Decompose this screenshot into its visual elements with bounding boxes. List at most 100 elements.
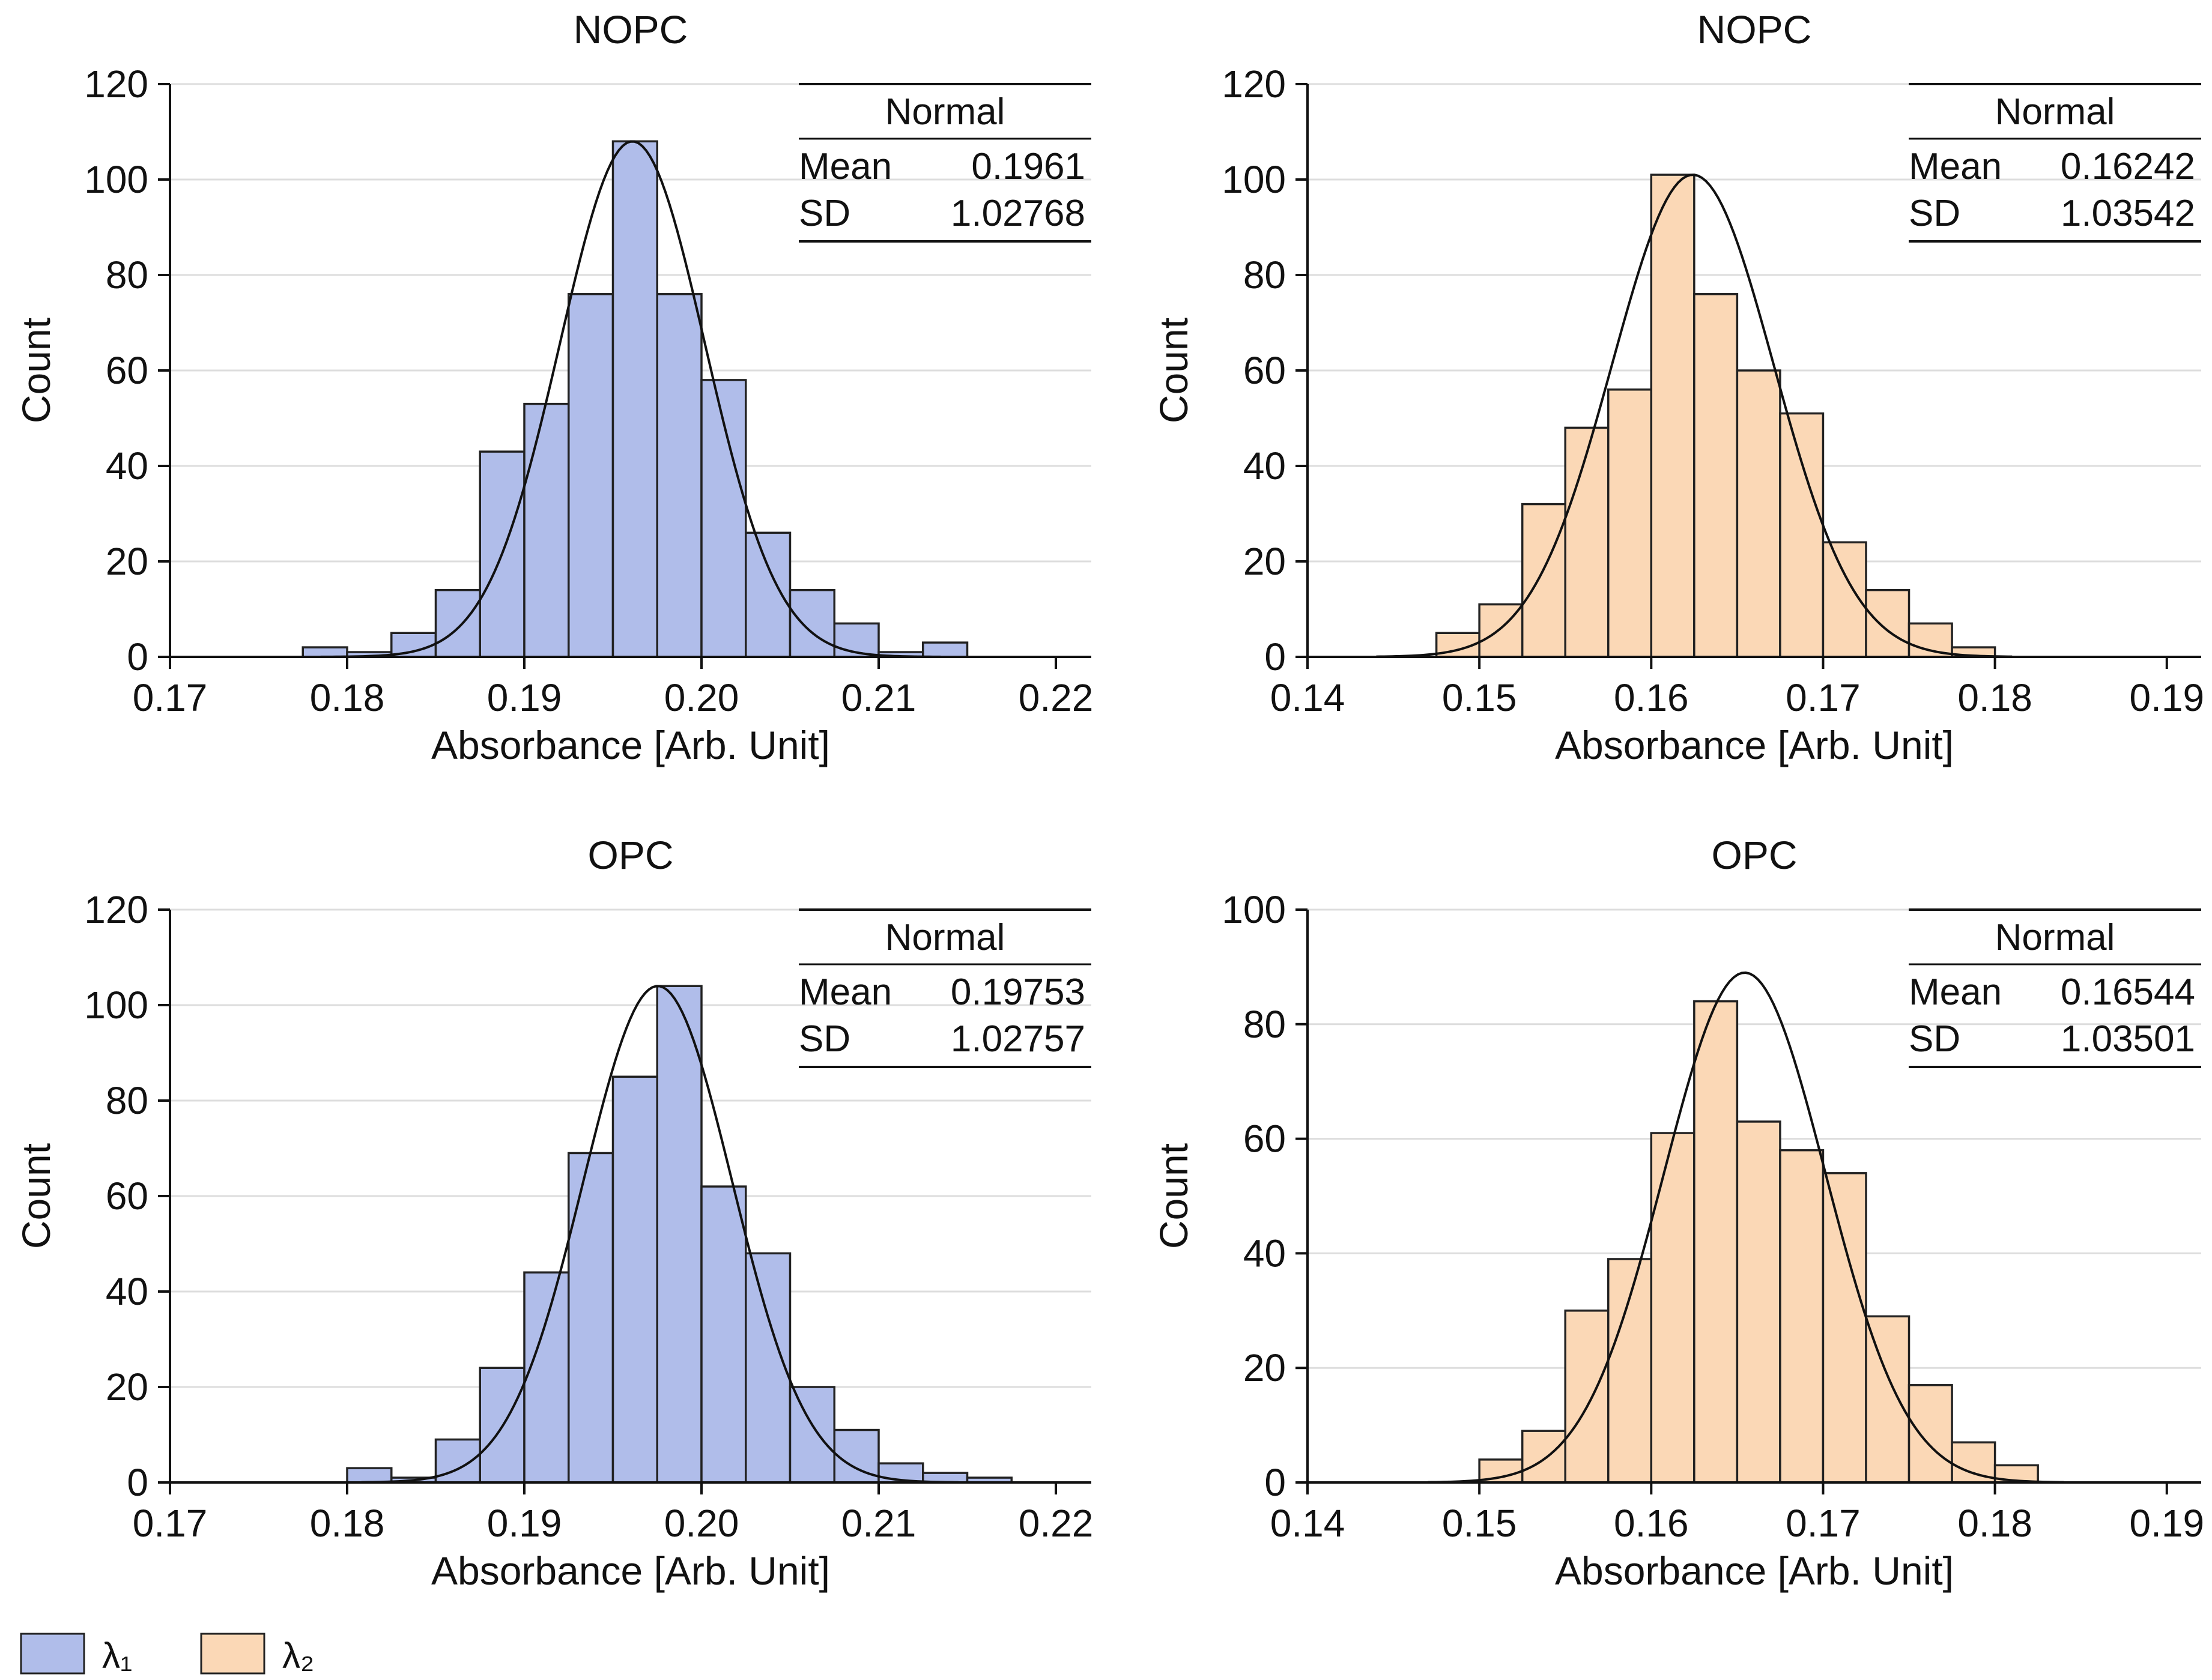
stats-table: Normal Mean 0.1961 SD 1.02768 — [799, 83, 1091, 243]
histogram-bar — [789, 588, 835, 658]
x-tick-label: 0.18 — [310, 1502, 385, 1545]
x-tick-label: 0.17 — [133, 676, 208, 719]
histogram-bar — [1736, 1120, 1781, 1484]
histogram-bar — [656, 985, 703, 1484]
y-tick-label: 40 — [1243, 1231, 1286, 1275]
x-tick-label: 0.21 — [841, 676, 917, 719]
y-tick-label: 20 — [106, 1365, 148, 1409]
x-tick-label: 0.19 — [2129, 676, 2204, 719]
y-tick-label: 60 — [106, 1174, 148, 1218]
stats-row-label: Mean — [1909, 971, 2002, 1013]
histogram-bar — [1607, 1258, 1653, 1484]
y-tick-label: 0 — [1264, 1461, 1286, 1504]
histogram-bar — [523, 1271, 570, 1484]
x-axis-title: Absorbance [Arb. Unit] — [431, 723, 830, 767]
histogram-bar — [656, 293, 703, 658]
y-tick-label: 100 — [84, 158, 148, 201]
histogram-panel-3: OPC 0 20 40 60 80 100 120 0.17 0.18 0.19 0.20 0.21 0.… — [14, 833, 1093, 1593]
x-tick-label: 0.16 — [1614, 1502, 1689, 1545]
histogram-bar — [523, 402, 570, 658]
stats-table: Normal Mean 0.16544 SD 1.03501 — [1909, 908, 2201, 1068]
histogram-bar — [1822, 1172, 1867, 1484]
x-tick-label: 0.15 — [1442, 676, 1517, 719]
histogram-bar — [1907, 1384, 1953, 1484]
stats-table-header: Normal — [885, 91, 1005, 133]
y-tick-label: 120 — [1222, 62, 1286, 106]
x-tick-label: 0.18 — [1957, 676, 2032, 719]
histogram-bar — [346, 1467, 393, 1484]
y-tick-label: 100 — [84, 984, 148, 1027]
x-tick-label: 0.16 — [1614, 676, 1689, 719]
y-tick-label: 100 — [1222, 888, 1286, 931]
histogram-panel-4: OPC 0 20 40 60 80 100 0.14 0.15 0.16 0.17 0.18 0.19 A… — [1151, 833, 2204, 1593]
y-tick-label: 120 — [84, 62, 148, 106]
y-tick-label: 100 — [1222, 158, 1286, 201]
legend-swatch-lambda1 — [20, 1633, 85, 1675]
histogram-bar — [1865, 588, 1911, 658]
stats-row-value: 0.19753 — [951, 971, 1085, 1013]
x-tick-label: 0.18 — [1957, 1502, 2032, 1545]
histogram-bar — [1779, 1149, 1825, 1484]
histogram-bar — [611, 140, 658, 658]
histogram-bar — [1564, 1310, 1610, 1484]
y-axis-title: Count — [14, 318, 58, 423]
histogram-bar — [1607, 388, 1653, 658]
y-axis-title: Count — [14, 1143, 58, 1249]
y-tick-label: 0 — [1264, 635, 1286, 678]
y-tick-label: 120 — [84, 888, 148, 931]
stats-table: Normal Mean 0.16242 SD 1.03542 — [1909, 83, 2201, 243]
histogram-bar — [700, 1185, 747, 1484]
x-axis-title: Absorbance [Arb. Unit] — [431, 1549, 830, 1593]
x-tick-label: 0.18 — [310, 676, 385, 719]
stats-row-label: SD — [799, 1018, 850, 1060]
histogram-bar — [611, 1075, 658, 1484]
stats-row-label: Mean — [1909, 146, 2002, 187]
stats-row-label: SD — [1909, 193, 1960, 234]
y-tick-label: 40 — [1243, 444, 1286, 488]
stats-row-label: SD — [799, 193, 850, 234]
histogram-bar — [745, 1252, 792, 1484]
x-tick-label: 0.14 — [1270, 676, 1345, 719]
x-tick-label: 0.22 — [1019, 1502, 1094, 1545]
stats-row-label: Mean — [799, 971, 892, 1013]
legend-label-lambda2: λ₂ — [282, 1636, 314, 1676]
x-tick-label: 0.20 — [664, 1502, 739, 1545]
x-tick-label: 0.15 — [1442, 1502, 1517, 1545]
x-tick-label: 0.14 — [1270, 1502, 1345, 1545]
x-tick-label: 0.21 — [841, 1502, 917, 1545]
histogram-bar — [1779, 412, 1825, 658]
stats-row-label: SD — [1909, 1018, 1960, 1060]
stats-table-header: Normal — [1995, 917, 2115, 958]
legend-label-lambda1: λ₁ — [102, 1636, 132, 1676]
stats-table-header: Normal — [1995, 91, 2115, 133]
histogram-bar — [1693, 1000, 1739, 1484]
histogram-bar — [789, 1386, 835, 1484]
stats-row-value: 0.16544 — [2061, 971, 2195, 1013]
stats-row-value: 1.02757 — [951, 1018, 1085, 1060]
y-tick-label: 0 — [127, 635, 148, 678]
legend: λ₁ λ₂ — [20, 1633, 314, 1676]
y-tick-label: 60 — [1243, 1117, 1286, 1161]
histogram-bar — [1650, 174, 1695, 658]
x-tick-label: 0.17 — [1786, 676, 1861, 719]
histogram-bar — [1907, 622, 1953, 658]
stats-row-value: 1.03542 — [2061, 193, 2195, 234]
y-tick-label: 60 — [106, 349, 148, 392]
stats-table-header: Normal — [885, 917, 1005, 958]
histogram-bar — [568, 1152, 614, 1484]
x-tick-label: 0.19 — [487, 676, 562, 719]
y-axis-title: Count — [1151, 1143, 1196, 1249]
histogram-bar — [434, 588, 481, 658]
histogram-bar — [922, 641, 969, 658]
x-tick-label: 0.22 — [1019, 676, 1094, 719]
x-axis-title: Absorbance [Arb. Unit] — [1555, 1549, 1954, 1593]
chart-title: NOPC — [1697, 7, 1812, 52]
histogram-bar — [1693, 293, 1739, 658]
y-tick-label: 40 — [106, 1270, 148, 1313]
stats-table: Normal Mean 0.19753 SD 1.02757 — [799, 908, 1091, 1068]
chart-title: NOPC — [574, 7, 688, 52]
normal-fit-curve — [320, 140, 941, 658]
normal-fit-curve — [361, 985, 959, 1484]
y-tick-label: 80 — [106, 1079, 148, 1122]
